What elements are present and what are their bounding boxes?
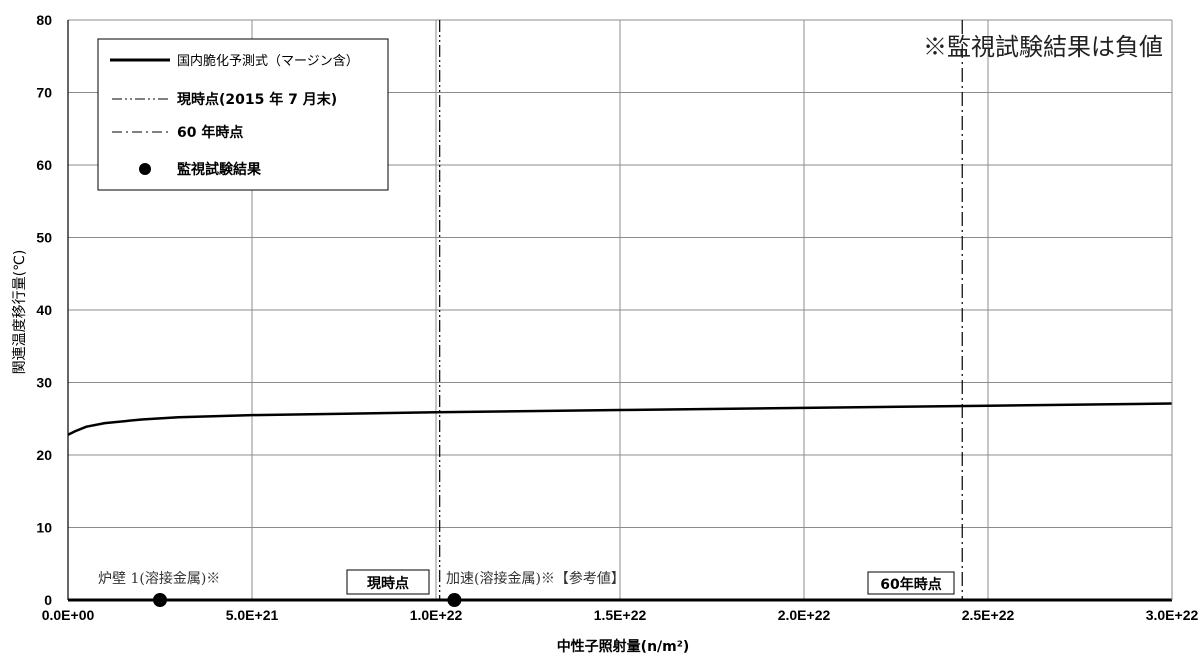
y-tick-label-6: 60 <box>36 157 52 173</box>
x-tick-label-5: 2.5E+22 <box>962 607 1015 623</box>
x-tick-label-4: 2.0E+22 <box>778 607 831 623</box>
legend: 国内脆化予測式（マージン含） 現時点(2015 年 7 月末) 60 年時点 監… <box>97 38 389 191</box>
vline-label-60year: 60年時点 <box>867 571 955 595</box>
vline-label-current-text: 現時点 <box>367 575 409 592</box>
monitoring-point-1 <box>447 593 462 607</box>
x-tick-label-3: 1.5E+22 <box>594 607 647 623</box>
legend-label-monitoring: 監視試験結果 <box>177 161 262 178</box>
vline-label-current: 現時点 <box>346 569 430 595</box>
y-tick-label-7: 70 <box>36 85 52 101</box>
y-tick-label-1: 10 <box>36 520 52 536</box>
x-axis-title: 中性子照射量(n/m²) <box>557 638 690 655</box>
monitoring-markers <box>153 593 462 607</box>
x-tick-label-6: 3.0E+22 <box>1146 607 1199 623</box>
y-tick-label-3: 30 <box>36 375 52 391</box>
vline-label-60year-text: 60年時点 <box>880 576 941 593</box>
series-layer <box>67 402 1173 436</box>
reference-lines <box>439 20 963 600</box>
chart-note: ※監視試験結果は負値 <box>923 33 1163 61</box>
y-tick-label-2: 20 <box>36 447 52 463</box>
y-tick-label-5: 50 <box>36 230 52 246</box>
legend-label-current: 現時点(2015 年 7 月末) <box>177 91 337 108</box>
y-tick-label-8: 80 <box>36 12 52 28</box>
legend-label-60year: 60 年時点 <box>177 124 243 141</box>
legend-marker-icon <box>139 163 151 175</box>
x-tick-label-1: 5.0E+21 <box>226 607 279 623</box>
series-line-prediction <box>67 402 1173 436</box>
y-tick-label-0: 0 <box>44 592 52 608</box>
y-tick-label-4: 40 <box>36 302 52 318</box>
vline-label-60year-box <box>867 571 955 595</box>
point-label-wall: 炉壁 1(溶接金属)※ <box>98 570 220 587</box>
axes <box>67 20 1173 602</box>
x-tick-labels: 0.0E+00 5.0E+21 1.0E+22 1.5E+22 2.0E+22 2.5E+… <box>42 607 1199 623</box>
y-tick-labels: 0 10 20 30 40 50 60 70 80 <box>36 12 52 608</box>
point-label-accelerated: 加速(溶接金属)※【参考値】 <box>446 570 625 587</box>
x-tick-label-2: 1.0E+22 <box>410 607 463 623</box>
legend-label-prediction: 国内脆化予測式（マージン含） <box>177 53 359 69</box>
x-tick-label-0: 0.0E+00 <box>42 607 95 623</box>
monitoring-point-0 <box>153 593 167 607</box>
y-axis-title: 関連温度移行量(℃) <box>12 250 28 375</box>
vline-label-current-box <box>346 569 430 595</box>
